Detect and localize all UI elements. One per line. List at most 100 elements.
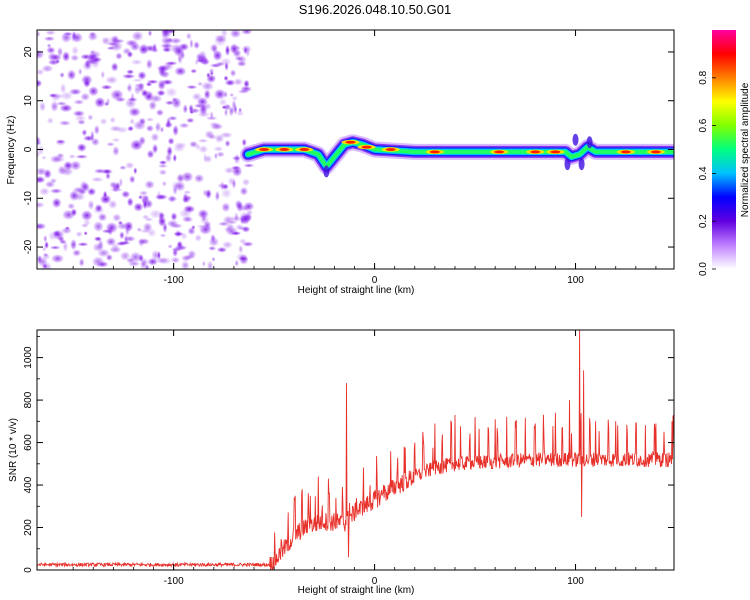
noise-blob bbox=[206, 260, 214, 269]
noise-blob bbox=[225, 223, 235, 231]
noise-blob bbox=[109, 187, 124, 193]
noise-blob bbox=[220, 187, 233, 199]
x-tick-label: 100 bbox=[567, 576, 584, 587]
ridge-core-peak bbox=[279, 148, 290, 151]
noise-blob bbox=[126, 84, 132, 92]
noise-blob bbox=[115, 52, 123, 60]
noise-blob bbox=[41, 245, 47, 253]
noise-blob bbox=[131, 78, 144, 83]
spectrogram-xlabel: Height of straight line (km) bbox=[298, 285, 415, 296]
noise-blob bbox=[110, 62, 119, 72]
noise-blob bbox=[148, 209, 163, 219]
noise-blob bbox=[133, 83, 142, 96]
noise-blob bbox=[224, 61, 229, 72]
noise-blob bbox=[160, 36, 174, 46]
noise-blob bbox=[68, 190, 80, 202]
noise-blob bbox=[136, 227, 143, 233]
noise-blob bbox=[52, 229, 65, 241]
x-tick-label: -100 bbox=[164, 576, 184, 587]
noise-blob bbox=[238, 211, 251, 222]
y-tick-label: 20 bbox=[23, 46, 34, 58]
noise-blob bbox=[214, 37, 228, 43]
noise-blob bbox=[42, 263, 48, 269]
noise-blob bbox=[185, 84, 198, 90]
noise-blob bbox=[62, 240, 69, 253]
noise-blob bbox=[138, 117, 147, 126]
noise-blob bbox=[209, 71, 214, 76]
noise-blob bbox=[53, 154, 66, 163]
noise-blob bbox=[235, 252, 247, 262]
noise-blob bbox=[125, 257, 136, 264]
noise-blob bbox=[149, 94, 163, 103]
noise-blob bbox=[87, 199, 95, 211]
noise-blob bbox=[220, 180, 225, 191]
noise-blob bbox=[76, 143, 87, 153]
noise-blob bbox=[75, 231, 83, 238]
noise-blob bbox=[232, 78, 244, 86]
ridge-core-peak bbox=[361, 145, 372, 149]
noise-blob bbox=[210, 233, 216, 243]
noise-blob bbox=[79, 180, 89, 193]
noise-blobs bbox=[37, 30, 255, 269]
noise-blob bbox=[50, 253, 65, 264]
noise-blob bbox=[229, 92, 235, 98]
noise-blob bbox=[112, 213, 122, 222]
noise-blob bbox=[71, 45, 79, 56]
noise-blob bbox=[41, 155, 47, 160]
noise-blob bbox=[70, 208, 78, 217]
noise-blob bbox=[101, 228, 113, 234]
noise-blob bbox=[125, 161, 135, 170]
noise-blob bbox=[90, 137, 100, 147]
noise-blob bbox=[170, 212, 178, 222]
noise-blob bbox=[50, 100, 59, 113]
y-tick-label: 600 bbox=[23, 434, 34, 451]
noise-blob bbox=[167, 244, 174, 249]
noise-blob bbox=[208, 121, 221, 127]
noise-blob bbox=[145, 58, 153, 70]
noise-blob bbox=[38, 187, 51, 196]
noise-blob bbox=[243, 201, 255, 212]
noise-blob bbox=[178, 122, 190, 129]
noise-blob bbox=[78, 258, 85, 267]
noise-blob bbox=[68, 88, 83, 96]
noise-blob bbox=[87, 114, 94, 121]
noise-blob bbox=[100, 70, 106, 79]
noise-blob bbox=[129, 139, 144, 151]
noise-blob bbox=[166, 219, 179, 228]
noise-blob bbox=[213, 88, 227, 100]
noise-blob bbox=[241, 178, 251, 187]
noise-blob bbox=[241, 138, 247, 147]
noise-blob bbox=[166, 145, 173, 157]
noise-blob bbox=[137, 238, 150, 245]
noise-blob bbox=[87, 50, 102, 59]
noise-blob bbox=[228, 106, 235, 115]
y-tick-label: 10 bbox=[23, 95, 34, 107]
noise-blob bbox=[137, 70, 147, 81]
noise-blob bbox=[38, 101, 47, 112]
colorbar-tick-label: 0.6 bbox=[698, 118, 709, 132]
noise-blob bbox=[181, 196, 191, 204]
noise-blob bbox=[103, 101, 110, 107]
noise-blob bbox=[109, 125, 123, 132]
noise-blob bbox=[197, 138, 209, 143]
snr-series-line bbox=[37, 330, 674, 570]
noise-blob bbox=[229, 30, 242, 39]
ridge-core-peak bbox=[345, 140, 356, 144]
signal-ridge bbox=[240, 133, 674, 178]
colorbar: 0.0 0.2 0.4 0.6 0.8 Normalized spectral ampl… bbox=[698, 30, 750, 276]
noise-blob bbox=[239, 238, 247, 245]
snr-xlabel: Height of straight line (km) bbox=[298, 585, 415, 596]
noise-blob bbox=[221, 240, 234, 249]
noise-blob bbox=[236, 61, 247, 67]
noise-blob bbox=[49, 177, 58, 184]
noise-blob bbox=[86, 187, 97, 196]
noise-blob bbox=[118, 177, 124, 188]
y-tick-label: 1000 bbox=[23, 346, 34, 369]
noise-blob bbox=[198, 103, 208, 116]
noise-blob bbox=[133, 202, 144, 212]
noise-blob bbox=[181, 171, 194, 183]
noise-blob bbox=[50, 92, 61, 103]
noise-blob bbox=[37, 175, 46, 183]
ridge-core-peak bbox=[494, 150, 505, 154]
